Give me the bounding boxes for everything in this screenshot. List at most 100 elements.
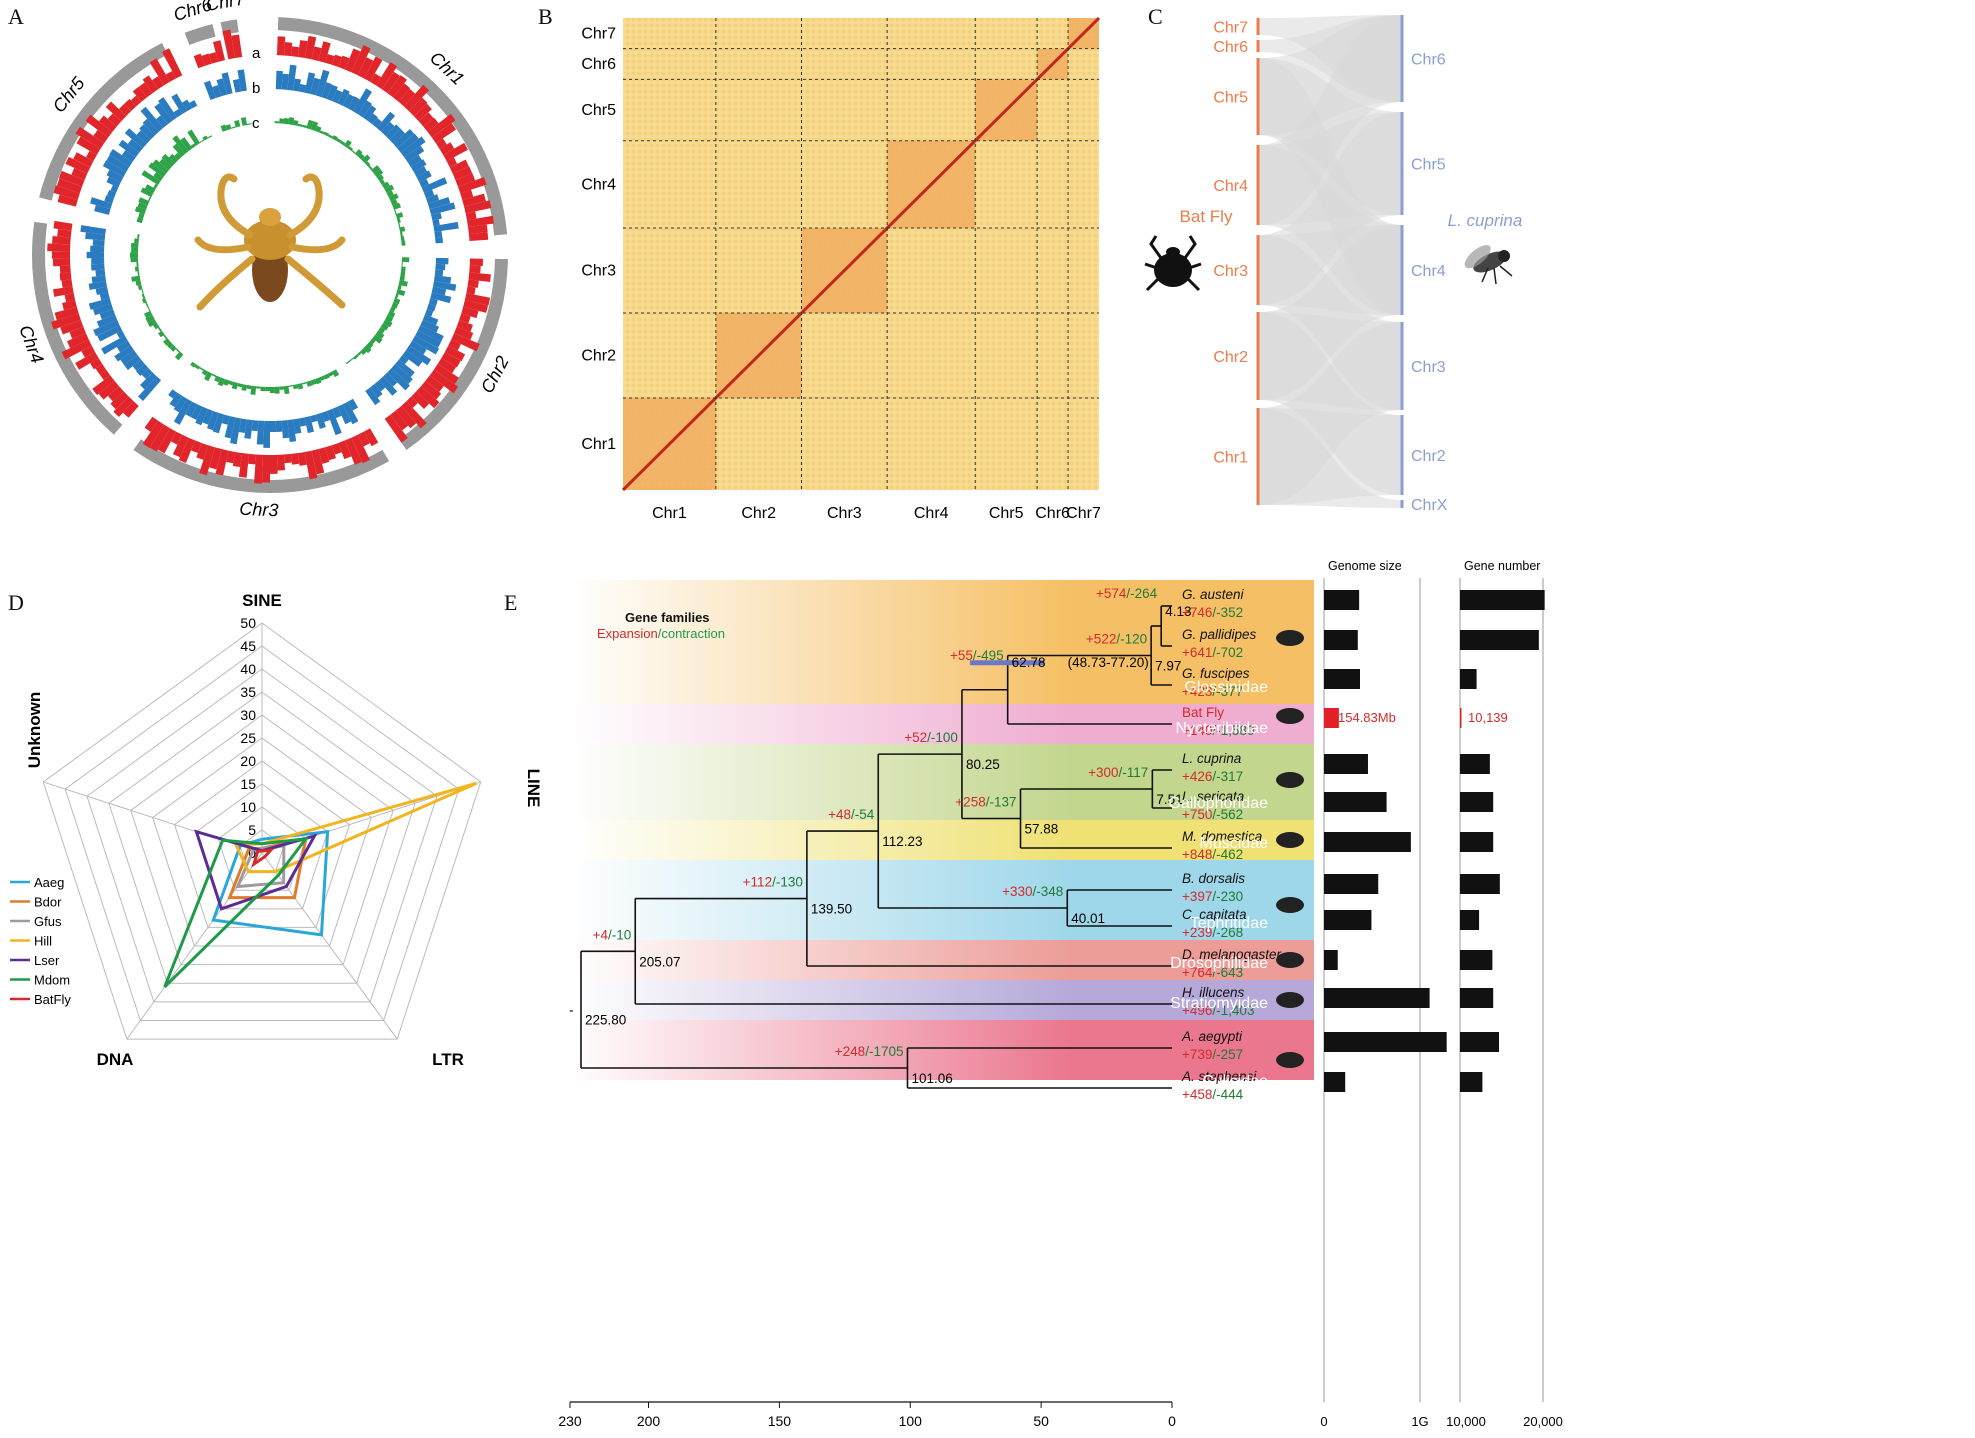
density-bar-a <box>157 428 177 454</box>
density-bar-b <box>434 230 443 238</box>
density-bar-c <box>158 330 165 338</box>
density-bar-a <box>66 333 89 349</box>
density-bar-c <box>301 124 308 129</box>
density-bar-b <box>435 263 446 271</box>
density-bar-b <box>91 263 105 271</box>
radar-axis-label: DNA <box>97 1050 134 1069</box>
radar-grid-ring <box>64 645 460 1021</box>
density-bar-c <box>372 334 383 344</box>
node-contraction: /-264 <box>1126 586 1157 601</box>
radar-axis-label: LINE <box>524 769 543 808</box>
density-bar-c <box>343 139 352 149</box>
density-bar-b <box>106 169 124 183</box>
density-bar-c <box>137 271 140 276</box>
right-chrom-label: Chr5 <box>1411 157 1446 174</box>
right-chrom-label: Chr3 <box>1411 359 1446 376</box>
density-bar-b <box>139 124 155 140</box>
density-bar-a <box>456 320 473 332</box>
density-bar-a <box>85 114 113 138</box>
density-bar-a <box>110 391 129 410</box>
node-expansion: +258 <box>955 795 985 810</box>
species-gene-change: +496/-1,403 <box>1182 1003 1254 1018</box>
density-bar-c <box>353 354 359 360</box>
density-bar-a <box>52 286 74 297</box>
density-bar-b <box>139 372 157 390</box>
density-bar-c <box>270 386 275 394</box>
density-bar-b <box>342 93 355 109</box>
density-bar-b <box>367 113 378 125</box>
density-bar-c <box>137 202 148 210</box>
density-bar-a <box>455 173 476 187</box>
density-bar-a <box>423 117 439 132</box>
density-bar-c <box>371 165 381 174</box>
density-bar-b <box>353 88 372 115</box>
density-bar-c <box>265 386 270 392</box>
density-bar-c <box>172 135 189 154</box>
gene-axis-label: 20,000 <box>1523 1414 1563 1429</box>
density-bar-c <box>394 209 397 215</box>
density-bar-a <box>65 156 91 174</box>
species-contraction: /-444 <box>1212 1087 1243 1102</box>
density-bar-b <box>158 97 178 121</box>
species-name: A. aegypti <box>1181 1029 1243 1044</box>
density-bar-c <box>315 377 322 385</box>
species-name: L. cuprina <box>1182 751 1242 766</box>
panel-label-a: A <box>8 4 24 29</box>
gene-number-bar <box>1460 1072 1483 1092</box>
radar-axis-label: SINE <box>242 591 282 610</box>
density-bar-a <box>254 454 264 484</box>
legend-entry: Gfus <box>34 914 62 929</box>
density-bar-c <box>283 118 290 125</box>
density-bar-b <box>407 154 422 168</box>
density-bar-b <box>95 269 106 277</box>
species-gene-change: +739/-257 <box>1182 1047 1243 1062</box>
left-chrom-label: Chr2 <box>1213 349 1248 366</box>
species-contraction: /-702 <box>1212 645 1243 660</box>
density-bar-c <box>207 135 213 139</box>
density-bar-c <box>379 179 386 186</box>
hic-y-label: Chr4 <box>581 176 616 193</box>
density-bar-b <box>337 88 350 106</box>
genome-size-bar <box>1324 590 1360 610</box>
density-bar-a <box>122 401 139 418</box>
density-bar-b <box>416 170 432 183</box>
density-bar-c <box>255 386 261 389</box>
hic-y-label: Chr2 <box>581 347 616 364</box>
node-expansion: +4 <box>593 927 609 942</box>
density-bar-b <box>244 419 253 439</box>
species-name: H. illucens <box>1182 985 1245 1000</box>
node-contraction: /-54 <box>851 807 875 822</box>
density-bar-a <box>469 258 484 267</box>
density-bar-c <box>297 383 304 390</box>
density-bar-a <box>170 431 183 445</box>
density-bar-b <box>106 176 121 188</box>
density-bar-c <box>194 364 201 370</box>
density-bar-b <box>99 292 110 301</box>
density-bar-c <box>175 348 180 353</box>
density-bar-a <box>408 97 428 117</box>
density-bar-a <box>283 453 292 464</box>
radar-tick-label: 50 <box>240 615 256 631</box>
density-bar-a <box>398 88 416 107</box>
density-bar-a <box>201 53 212 66</box>
density-bar-b <box>86 251 105 259</box>
density-bar-c <box>395 212 404 219</box>
radar-grid-ring <box>152 737 372 947</box>
density-bar-c <box>153 183 159 189</box>
density-bar-a <box>331 54 343 68</box>
radar-tick-label: 45 <box>240 638 256 654</box>
density-bar-c <box>137 284 143 291</box>
density-bar-a <box>212 40 226 62</box>
density-bar-a <box>144 416 159 432</box>
density-bar-b <box>92 303 114 316</box>
density-bar-c <box>398 222 401 228</box>
density-bar-a <box>457 177 487 194</box>
density-bar-c <box>153 172 164 182</box>
gene-number-bar <box>1460 669 1477 689</box>
taxon-silhouette-icon <box>1276 832 1304 848</box>
node-gene-change: +4/-10 <box>593 927 632 942</box>
density-bar-b <box>435 236 443 244</box>
density-bar-a <box>57 194 78 207</box>
density-bar-a <box>406 396 418 408</box>
species-gene-change: +426/-317 <box>1182 769 1243 784</box>
